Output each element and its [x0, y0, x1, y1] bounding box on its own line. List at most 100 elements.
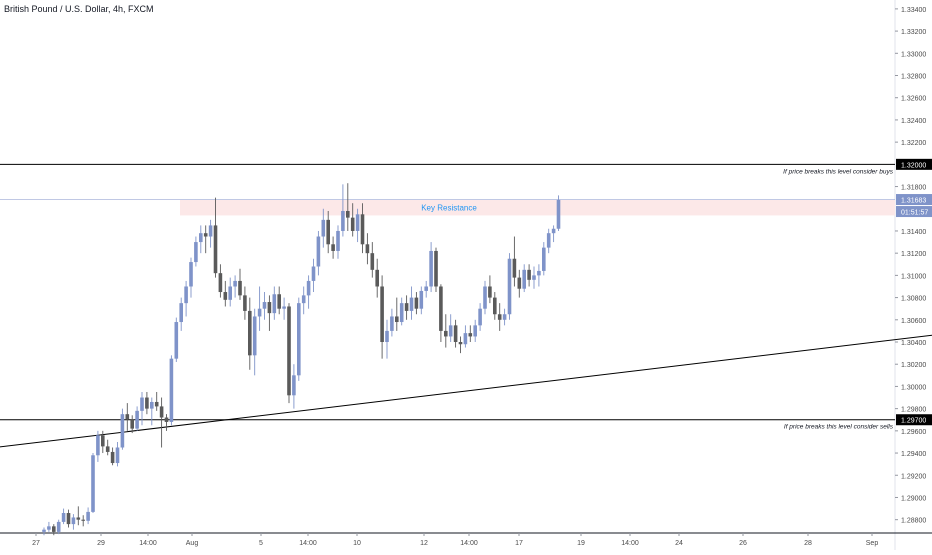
candle-body: [395, 316, 399, 323]
candle-body: [42, 529, 46, 532]
candle-body: [493, 297, 497, 315]
current-price-badge: 1.31683: [901, 198, 926, 205]
y-tick-label: 1.29600: [901, 429, 926, 436]
candle-body: [399, 303, 404, 323]
y-tick-label: 1.30200: [901, 362, 926, 369]
candle-body: [488, 286, 492, 298]
candle-body: [96, 435, 100, 456]
candle-body: [169, 358, 174, 422]
candle-body: [86, 511, 90, 521]
candle-body: [189, 262, 193, 287]
candle-body: [203, 233, 208, 237]
y-tick-label: 1.32400: [901, 118, 926, 125]
candle-body: [502, 314, 507, 320]
candle-body: [434, 250, 438, 287]
candle-body: [419, 290, 424, 309]
candle-body: [380, 286, 384, 343]
x-tick-label: 10: [353, 540, 361, 547]
candle-body: [125, 414, 130, 420]
x-tick-label: 14:00: [299, 540, 317, 547]
x-tick-label: 12: [420, 540, 428, 547]
candle-body: [61, 513, 66, 522]
support-level-note: If price breaks this level consider sell…: [784, 424, 894, 431]
y-tick-label: 1.33200: [901, 29, 926, 36]
candle-body: [316, 236, 321, 267]
y-tick-label: 1.32800: [901, 74, 926, 81]
candle-body: [208, 225, 213, 237]
candle-body: [52, 526, 56, 532]
candle-body: [47, 526, 51, 530]
candle-body: [110, 451, 115, 464]
y-tick-label: 1.32600: [901, 96, 926, 103]
candle-body: [213, 225, 218, 274]
candle-body: [233, 280, 237, 287]
candle-body: [507, 258, 512, 315]
chart-title: British Pound / U.S. Dollar, 4h, FXCM: [4, 4, 154, 14]
countdown-badge: 01:51:57: [901, 210, 928, 217]
x-tick-label: 17: [515, 540, 523, 547]
candle-body: [473, 325, 477, 337]
y-tick-label: 1.31000: [901, 273, 926, 280]
candle-body: [483, 286, 487, 309]
candle-body: [556, 199, 561, 229]
candle-body: [346, 210, 350, 218]
candle-body: [252, 316, 257, 356]
candle-body: [355, 214, 360, 231]
x-tick-label: 24: [675, 540, 683, 547]
x-tick-label: 14:00: [621, 540, 639, 547]
candle-body: [497, 314, 502, 320]
y-tick-label: 1.29800: [901, 407, 926, 414]
x-tick-label: 26: [739, 540, 747, 547]
candle-body: [140, 397, 144, 411]
y-tick-label: 1.30000: [901, 384, 926, 391]
candle-body: [228, 286, 232, 300]
x-tick-label: 29: [97, 540, 105, 547]
y-tick-label: 1.28800: [901, 518, 926, 525]
candle-body: [297, 303, 301, 376]
candle-body: [390, 316, 394, 331]
candle-body: [404, 303, 409, 311]
candle-body: [272, 294, 277, 314]
candle-body: [135, 410, 139, 429]
candle-body: [66, 513, 71, 525]
candle-body: [444, 330, 448, 337]
candle-body: [76, 517, 81, 520]
candle-body: [517, 277, 522, 289]
countdown-badge-bg: [896, 206, 932, 218]
candle-body: [453, 325, 458, 343]
candle-body: [248, 310, 252, 356]
x-tick-label: Aug: [186, 540, 199, 547]
candle-body: [331, 244, 335, 251]
candle-body: [385, 330, 389, 343]
candle-body: [370, 253, 375, 270]
candle-body: [424, 286, 428, 291]
y-tick-label: 1.33400: [901, 7, 926, 14]
candle-body: [512, 258, 517, 278]
x-tick-label: 19: [577, 540, 585, 547]
candle-body: [238, 280, 242, 296]
candle-body: [458, 342, 463, 345]
candle-body: [326, 219, 330, 245]
candle-body: [145, 397, 149, 409]
candle-body: [179, 303, 183, 323]
candle-body: [267, 302, 272, 314]
candle-body: [429, 250, 433, 287]
candle-body: [365, 244, 370, 254]
candle-body: [194, 242, 198, 263]
y-tick-label: 1.32200: [901, 140, 926, 147]
candle-body: [439, 286, 443, 331]
y-tick-label: 1.29400: [901, 451, 926, 458]
support-price-badge-bg: [896, 414, 932, 426]
x-tick-label: 28: [804, 540, 812, 547]
y-tick-label: 1.31800: [901, 185, 926, 192]
candle-body: [522, 269, 526, 289]
candle-body: [101, 435, 105, 447]
candle-body: [282, 306, 286, 309]
y-tick-label: 1.31400: [901, 229, 926, 236]
candle-body: [301, 295, 306, 304]
resistance-level-note: If price breaks this level consider buys: [783, 168, 894, 175]
candle-body: [478, 308, 482, 326]
y-tick-label: 1.30800: [901, 296, 926, 303]
